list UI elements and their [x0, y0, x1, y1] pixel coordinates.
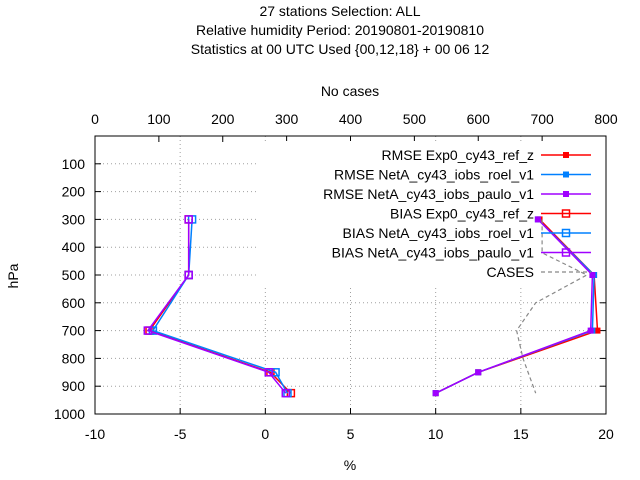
x-tick-label: -5	[174, 426, 187, 442]
y-tick-label: 400	[62, 239, 86, 255]
y-tick-label: 800	[62, 350, 86, 366]
data-point	[184, 270, 193, 280]
series-layer	[143, 215, 601, 398]
x-ticks: -10 -5 0 5 10 15 20	[85, 408, 614, 442]
x2-axis-label: No cases	[321, 83, 379, 99]
chart-title: 27 stations Selection: ALL Relative humi…	[191, 3, 490, 57]
data-point	[475, 369, 482, 376]
x-tick-label: 10	[428, 426, 444, 442]
series-line-7	[515, 219, 589, 394]
legend-label: RMSE Exp0_cy43_ref_z	[381, 147, 534, 163]
y-tick-label: 900	[62, 378, 86, 394]
chart-title-line-2: Relative humidity Period: 20190801-20190…	[196, 22, 484, 38]
legend-marker	[561, 209, 571, 218]
y-ticks: 100 200 300 400 500 600 700 800 900 1000	[54, 156, 606, 422]
data-point	[589, 272, 596, 278]
data-point	[587, 327, 594, 334]
legend-marker	[563, 152, 569, 158]
x-axis-label: %	[344, 457, 356, 473]
legend: RMSE Exp0_cy43_ref_z RMSE NetA_cy43_iobs_…	[323, 147, 591, 280]
x2-tick-label: 500	[403, 111, 427, 127]
x2-tick-label: 400	[339, 111, 363, 127]
y-tick-label: 200	[62, 184, 86, 200]
legend-marker	[563, 171, 569, 178]
x2-tick-label: 700	[530, 111, 554, 127]
y-tick-label: 300	[62, 211, 86, 227]
legend-label: RMSE NetA_cy43_iobs_roel_v1	[334, 167, 534, 183]
x2-tick-label: 600	[467, 111, 491, 127]
y-tick-label: 100	[62, 156, 86, 172]
x-tick-label: 15	[513, 426, 529, 442]
y-tick-label: 1000	[54, 406, 85, 422]
x2-tick-label: 300	[275, 111, 299, 127]
x-tick-label: 20	[598, 426, 614, 442]
plot-frame	[94, 135, 607, 415]
legend-label: BIAS NetA_cy43_iobs_roel_v1	[343, 225, 535, 241]
y-tick-label: 600	[62, 295, 86, 311]
legend-marker	[561, 228, 571, 238]
data-point	[264, 368, 273, 377]
data-point	[594, 327, 601, 334]
data-point	[143, 326, 153, 335]
series-line-6	[146, 219, 287, 394]
y-tick-label: 500	[62, 267, 86, 283]
x-tick-label: 0	[261, 426, 269, 442]
y-tick-label: 700	[62, 323, 86, 339]
x2-tick-label: 0	[91, 111, 99, 127]
legend-marker	[561, 248, 571, 257]
legend-background	[258, 141, 606, 288]
x2-tick-label: 800	[594, 111, 618, 127]
legend-label: RMSE NetA_cy43_iobs_paulo_v1	[323, 186, 534, 202]
x-tick-label: 5	[347, 426, 355, 442]
x2-ticks: 0 100 200 300 400 500 600 700 800	[91, 111, 618, 142]
x2-tick-label: 200	[211, 111, 235, 127]
data-point	[184, 215, 193, 224]
y-axis-label: hPa	[5, 263, 21, 288]
data-point	[432, 390, 439, 397]
legend-label: CASES	[487, 264, 534, 280]
chart-title-line-1: 27 stations Selection: ALL	[259, 3, 420, 19]
x2-tick-label: 100	[147, 111, 171, 127]
legend-label: BIAS Exp0_cy43_ref_z	[390, 206, 534, 222]
data-point	[281, 388, 291, 398]
legend-label: BIAS NetA_cy43_iobs_paulo_v1	[332, 245, 535, 261]
series-line-5	[151, 219, 289, 394]
legend-marker	[563, 191, 569, 197]
data-point	[534, 216, 541, 223]
chart-title-line-3: Statistics at 00 UTC Used {00,12,18} + 0…	[191, 41, 490, 57]
x-tick-label: -10	[85, 426, 105, 442]
